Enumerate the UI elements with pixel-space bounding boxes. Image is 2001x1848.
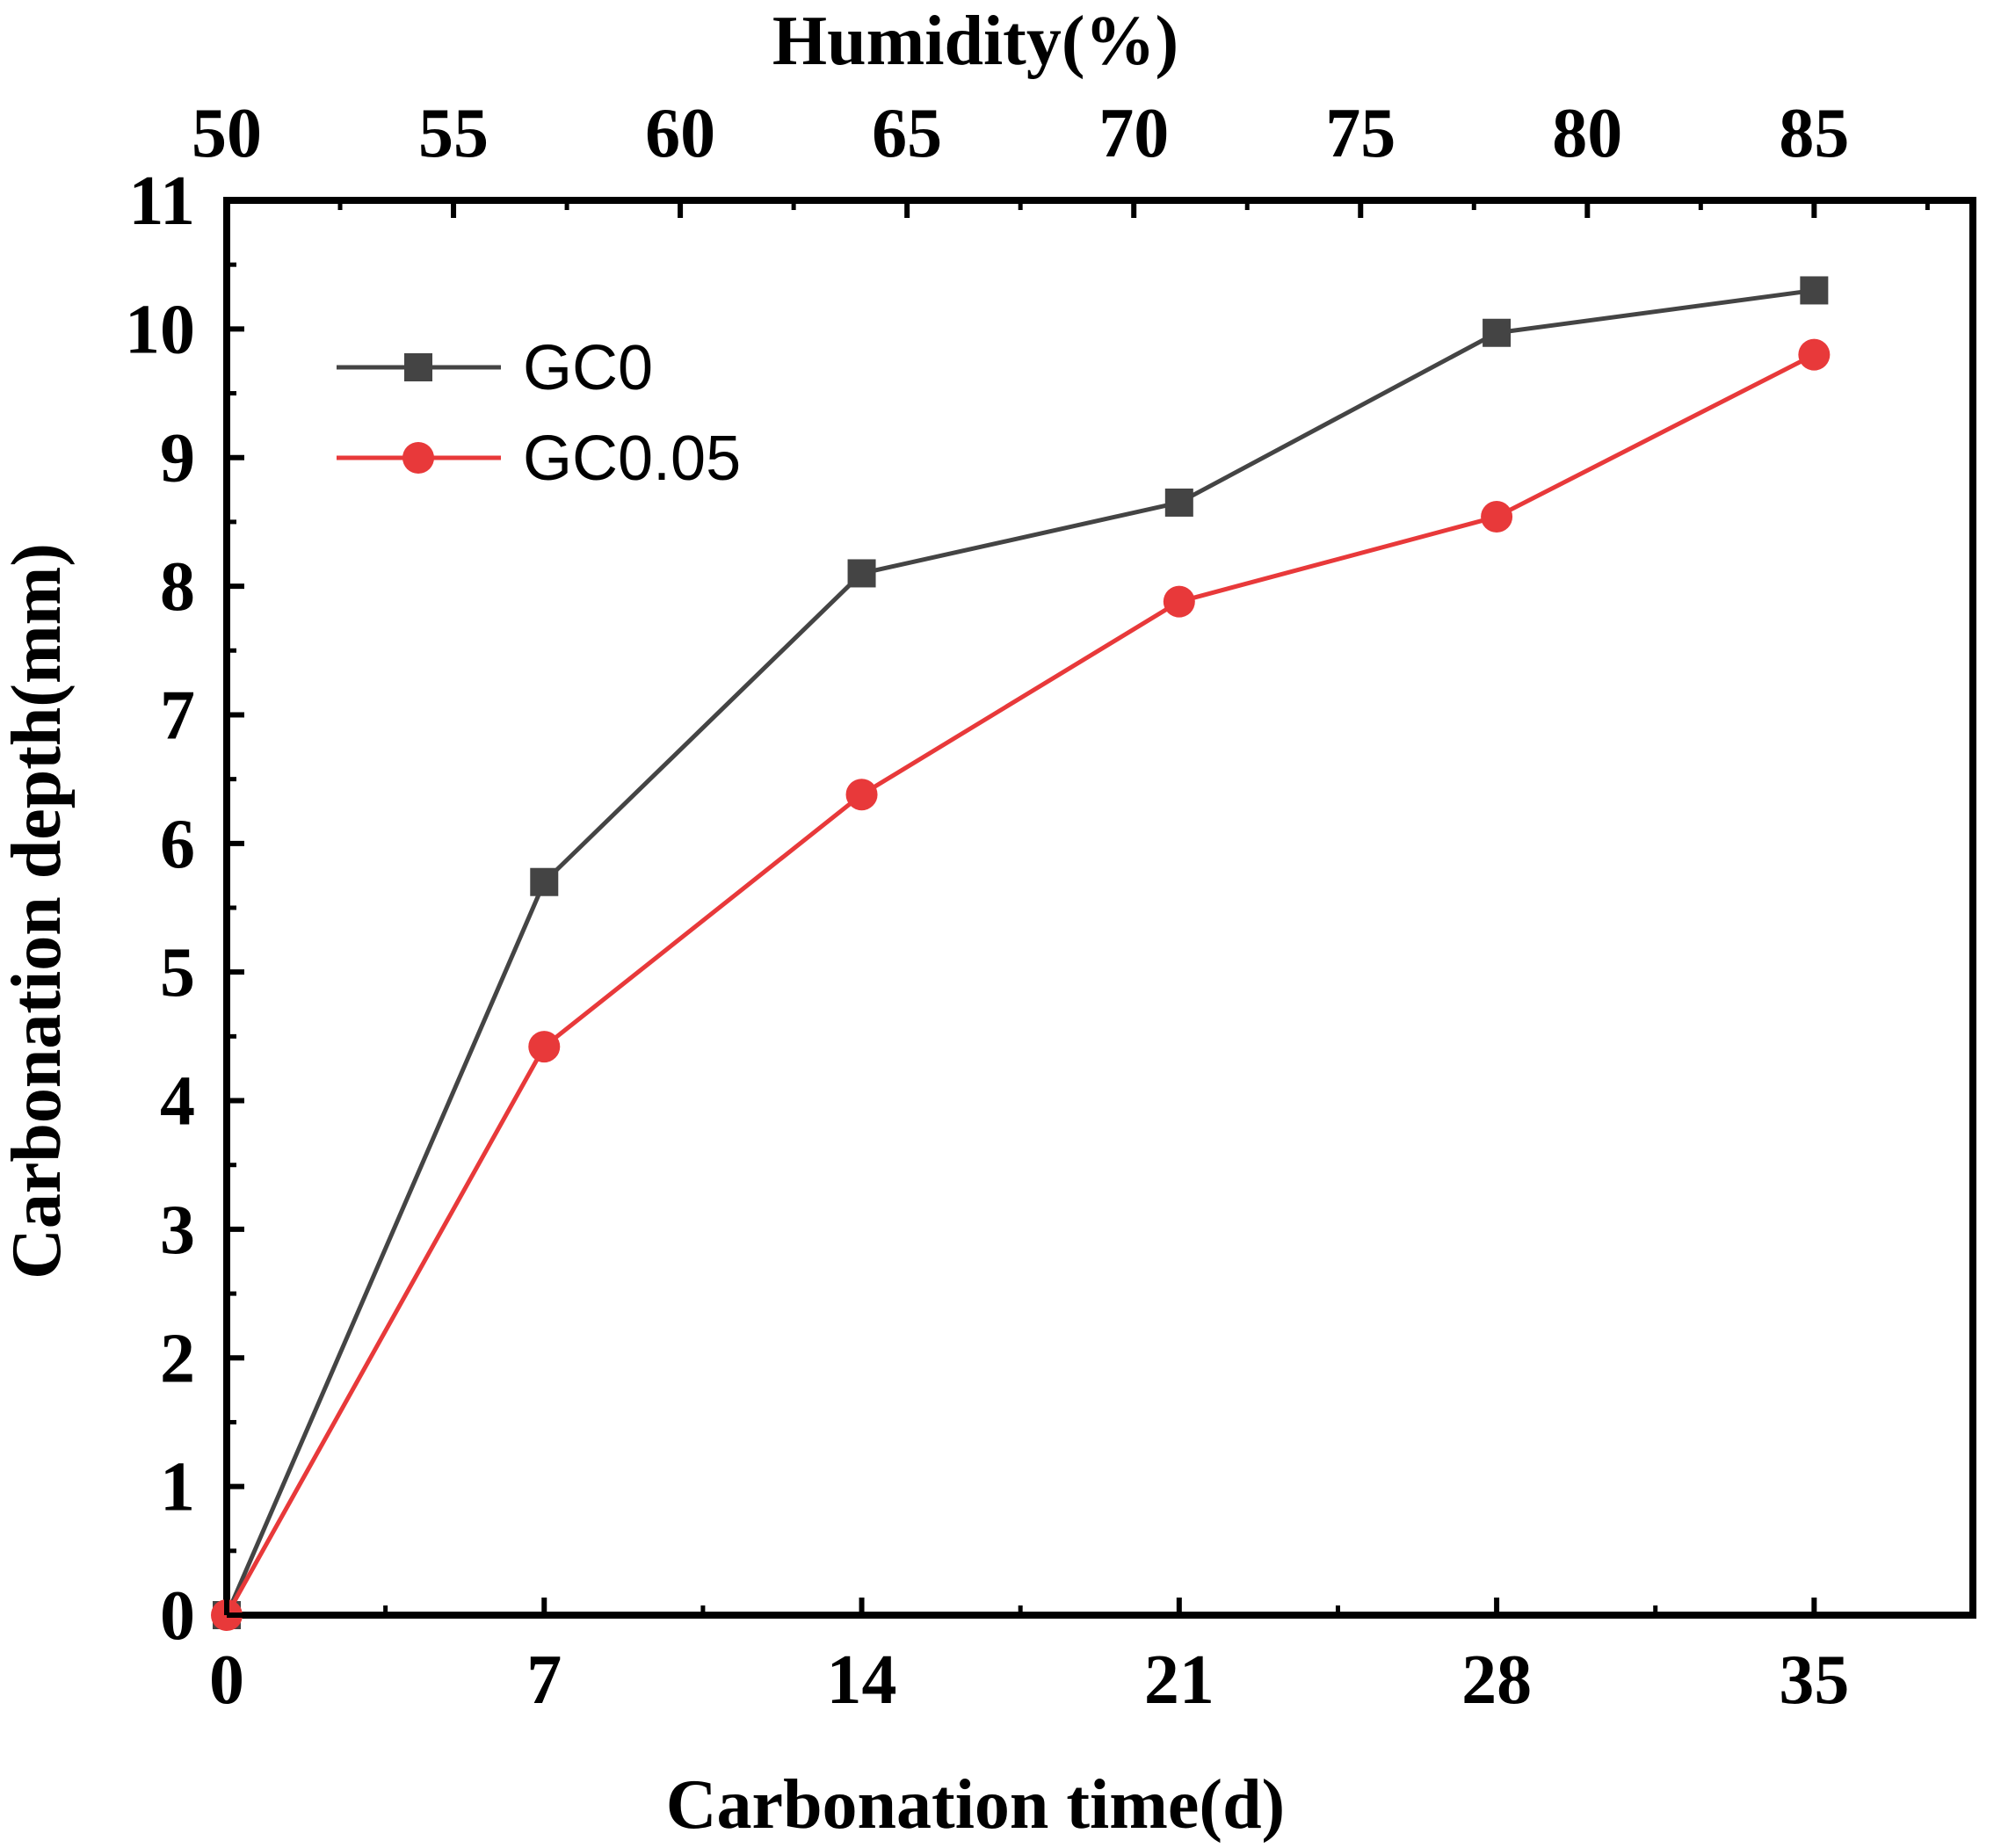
data-point-GC0: [847, 559, 876, 588]
y-tick-label: 0: [160, 1577, 195, 1655]
data-point-GC0: [1483, 318, 1512, 347]
y-tick-label: 1: [160, 1449, 195, 1526]
y-tick-label: 10: [125, 291, 195, 368]
data-point-GC0: [530, 867, 559, 896]
y-tick-label: 6: [160, 806, 195, 883]
y-tick-label: 5: [160, 934, 195, 1011]
y-tick-label: 3: [160, 1192, 195, 1269]
top-tick-label: 85: [1779, 95, 1849, 172]
x-tick-label: 35: [1779, 1641, 1849, 1719]
data-point-GC0.05: [1163, 585, 1195, 618]
data-point-GC0.05: [845, 779, 878, 811]
plot-frame: [223, 197, 1976, 1619]
top-tick-label: 55: [418, 95, 489, 172]
data-point-GC0: [1164, 488, 1193, 517]
axes-layer: 0 7 14 21 28 35 50 55 60 65 70 75 80 85 0 1 2 3 4 5 6 7 8 9 10 11: [125, 95, 1930, 1719]
series-layer: [211, 276, 1831, 1631]
legend-marker-GC0: [404, 353, 432, 381]
y-tick-label: 11: [128, 163, 195, 240]
y-tick-label: 7: [160, 677, 195, 754]
top-tick-label: 60: [645, 95, 715, 172]
data-point-GC0.05: [1481, 501, 1513, 533]
legend: GC0 GC0.05: [337, 333, 741, 494]
top-tick-label: 50: [192, 95, 262, 172]
top-tick-label: 65: [872, 95, 942, 172]
x-tick-label: 21: [1144, 1641, 1214, 1719]
series-line-GC0: [224, 287, 1815, 1616]
top-tick-label: 75: [1325, 95, 1396, 172]
y-axis-title: Carbonation depth(mm): [0, 543, 76, 1279]
top-tick-label: 70: [1098, 95, 1169, 172]
y-tick-label: 9: [160, 420, 195, 497]
x-tick-label: 14: [827, 1641, 897, 1719]
legend-label-GC0.05: GC0.05: [523, 424, 741, 494]
y-tick-label: 4: [160, 1063, 195, 1141]
x-tick-label: 28: [1461, 1641, 1532, 1719]
series-line-GC0.05: [224, 352, 1816, 1617]
x-tick-label: 0: [209, 1641, 244, 1719]
top-tick-label: 80: [1552, 95, 1622, 172]
y-tick-label: 8: [160, 548, 195, 626]
data-point-GC0: [1800, 276, 1829, 305]
data-point-GC0.05: [528, 1031, 561, 1063]
plot-area: [223, 197, 1976, 1619]
legend-marker-GC0.05: [402, 442, 434, 474]
legend-label-GC0: GC0: [523, 333, 653, 403]
x-tick-label: 7: [526, 1641, 562, 1719]
x-axis-title: Carbonation time(d): [666, 1766, 1285, 1844]
top-axis-title: Humidity(%): [772, 3, 1178, 80]
y-tick-label: 2: [160, 1320, 195, 1397]
data-point-GC0.05: [1798, 338, 1831, 371]
